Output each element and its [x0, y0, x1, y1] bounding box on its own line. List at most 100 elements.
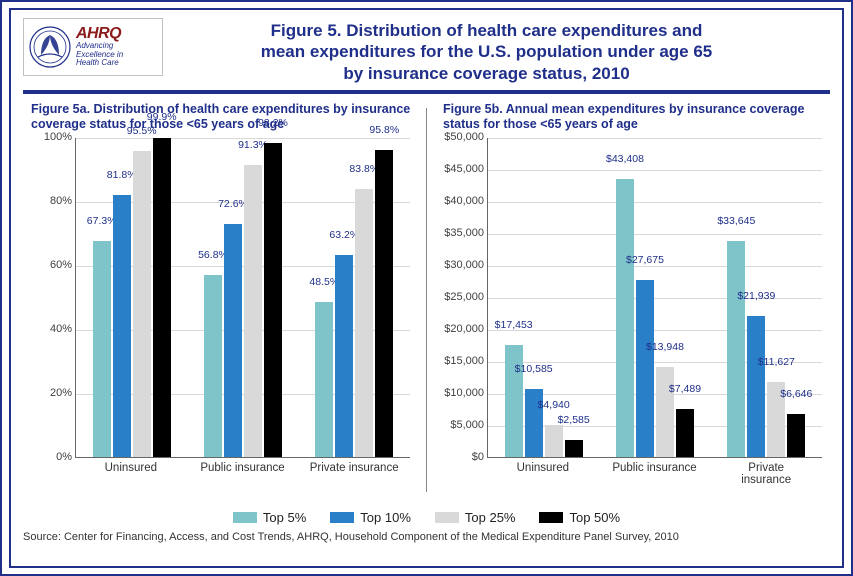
bar — [204, 275, 222, 457]
header: AHRQ Advancing Excellence in Health Care… — [23, 18, 830, 84]
y-tick-label: $35,000 — [438, 227, 484, 239]
bar — [244, 165, 262, 457]
y-tick-label: $10,000 — [438, 387, 484, 399]
bar — [616, 179, 634, 457]
bar-wrap: 91.3% — [244, 138, 262, 457]
chart-panel-b: Figure 5b. Annual mean expenditures by i… — [435, 102, 830, 502]
legend-label: Top 10% — [360, 510, 411, 525]
y-tick-label: $30,000 — [438, 259, 484, 271]
bar-wrap: 99.9% — [153, 138, 171, 457]
y-tick-label: $45,000 — [438, 163, 484, 175]
bar-group: 67.3%81.8%95.5%99.9% — [76, 138, 187, 457]
subtitle-a: Figure 5a. Distribution of health care e… — [23, 102, 418, 138]
y-tick-label: $25,000 — [438, 291, 484, 303]
bar — [636, 280, 654, 457]
bar-wrap: $11,627 — [767, 138, 785, 457]
x-tick-label: Public insurance — [187, 458, 299, 475]
bar-wrap: $13,948 — [656, 138, 674, 457]
bar-wrap: 48.5% — [315, 138, 333, 457]
charts-row: Figure 5a. Distribution of health care e… — [23, 102, 830, 502]
x-tick-label: Privateinsurance — [710, 458, 822, 487]
bar-group: $17,453$10,585$4,940$2,585 — [488, 138, 599, 457]
legend-swatch — [233, 512, 257, 523]
hhs-seal-icon — [28, 25, 72, 69]
outer-frame: AHRQ Advancing Excellence in Health Care… — [0, 0, 853, 576]
bar-wrap: 63.2% — [335, 138, 353, 457]
plot-area-a: 67.3%81.8%95.5%99.9%56.8%72.6%91.3%98.2%… — [75, 138, 410, 458]
bar-wrap: 72.6% — [224, 138, 242, 457]
legend-item: Top 5% — [233, 510, 306, 525]
x-tick-label: Private insurance — [298, 458, 410, 475]
bar-group: $33,645$21,939$11,627$6,646 — [711, 138, 822, 457]
y-tick-label: 100% — [26, 131, 72, 143]
legend-item: Top 10% — [330, 510, 411, 525]
bar-value-label: $2,585 — [558, 414, 590, 427]
bar — [787, 414, 805, 457]
legend-swatch — [330, 512, 354, 523]
y-tick-label: 0% — [26, 451, 72, 463]
legend-swatch — [539, 512, 563, 523]
bar-wrap: $43,408 — [616, 138, 634, 457]
x-tick-label: Uninsured — [75, 458, 187, 475]
bar — [335, 255, 353, 457]
bar-value-label: $7,489 — [669, 383, 701, 396]
bar-wrap: 95.5% — [133, 138, 151, 457]
chart-panel-a: Figure 5a. Distribution of health care e… — [23, 102, 418, 502]
y-tick-label: 60% — [26, 259, 72, 271]
bar — [113, 195, 131, 457]
bar-value-label: 98.2% — [258, 117, 288, 130]
bar — [355, 189, 373, 457]
bar — [93, 241, 111, 456]
bar — [656, 367, 674, 456]
legend-item: Top 25% — [435, 510, 516, 525]
logo-tagline-3: Health Care — [76, 59, 123, 68]
legend: Top 5% Top 10% Top 25% Top 50% — [23, 510, 830, 525]
x-tick-label: Public insurance — [599, 458, 711, 487]
bar-value-label: 95.8% — [369, 124, 399, 137]
bar — [315, 302, 333, 457]
bar-wrap: $2,585 — [565, 138, 583, 457]
logo-ahrq-text: AHRQ — [76, 26, 123, 42]
bar — [565, 440, 583, 457]
inner-frame: AHRQ Advancing Excellence in Health Care… — [9, 8, 844, 568]
x-axis-b: UninsuredPublic insurancePrivateinsuranc… — [487, 458, 822, 487]
bar-wrap: 98.2% — [264, 138, 282, 457]
plot-area-b: $17,453$10,585$4,940$2,585$43,408$27,675… — [487, 138, 822, 458]
bar-wrap: 95.8% — [375, 138, 393, 457]
legend-label: Top 25% — [465, 510, 516, 525]
x-axis-a: UninsuredPublic insurancePrivate insuran… — [75, 458, 410, 475]
legend-label: Top 5% — [263, 510, 306, 525]
legend-item: Top 50% — [539, 510, 620, 525]
bar — [747, 316, 765, 456]
bar-wrap: $6,646 — [787, 138, 805, 457]
y-tick-label: 80% — [26, 195, 72, 207]
header-rule — [23, 90, 830, 94]
bar-group: $43,408$27,675$13,948$7,489 — [599, 138, 710, 457]
figure-title: Figure 5. Distribution of health care ex… — [173, 18, 830, 84]
bar-wrap: $21,939 — [747, 138, 765, 457]
bar-wrap: $27,675 — [636, 138, 654, 457]
y-tick-label: 40% — [26, 323, 72, 335]
bar — [153, 138, 171, 457]
x-tick-label: Uninsured — [487, 458, 599, 487]
bar — [133, 151, 151, 457]
bar — [545, 425, 563, 457]
y-tick-label: $15,000 — [438, 355, 484, 367]
bar — [224, 224, 242, 456]
bar-wrap: 83.8% — [355, 138, 373, 457]
bar-wrap: $7,489 — [676, 138, 694, 457]
bar — [264, 143, 282, 457]
bar-wrap: 81.8% — [113, 138, 131, 457]
bar — [375, 150, 393, 457]
bar — [676, 409, 694, 457]
subtitle-b: Figure 5b. Annual mean expenditures by i… — [435, 102, 830, 138]
bar — [505, 345, 523, 457]
y-tick-label: $5,000 — [438, 419, 484, 431]
bar-wrap: $17,453 — [505, 138, 523, 457]
bar-group: 48.5%63.2%83.8%95.8% — [299, 138, 410, 457]
y-tick-label: $20,000 — [438, 323, 484, 335]
bar-wrap: 67.3% — [93, 138, 111, 457]
bar-group: 56.8%72.6%91.3%98.2% — [187, 138, 298, 457]
y-tick-label: $0 — [438, 451, 484, 463]
source-citation: Source: Center for Financing, Access, an… — [23, 531, 830, 543]
